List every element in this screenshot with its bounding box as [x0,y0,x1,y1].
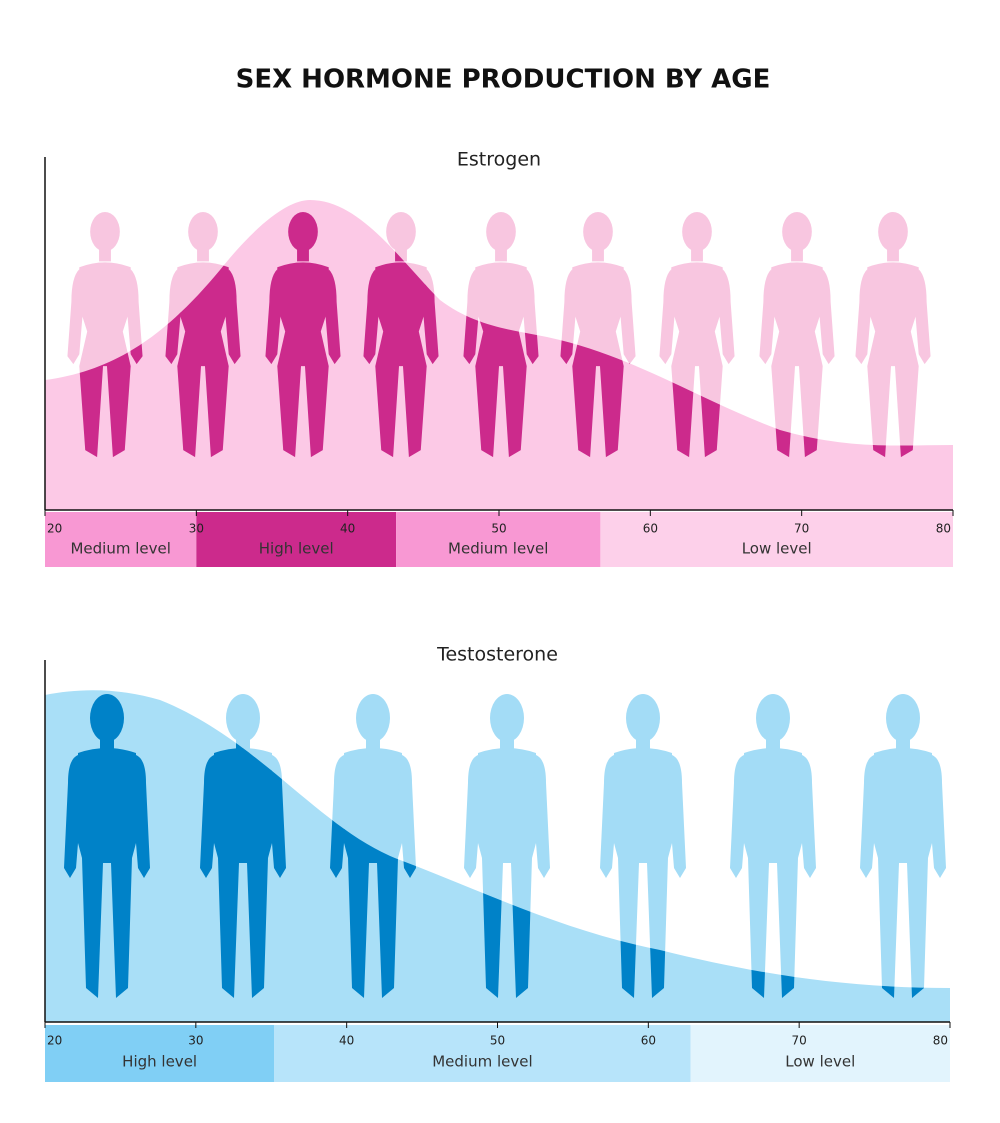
x-tick-label: 50 [491,522,506,536]
x-tick-label: 70 [794,522,809,536]
x-tick-label: 30 [189,522,204,536]
x-tick-label: 80 [936,522,951,536]
x-tick-label: 40 [339,1034,354,1048]
x-tick-label: 80 [933,1034,948,1048]
level-band [45,1025,275,1082]
x-tick-label: 20 [47,1034,62,1048]
x-tick-label: 30 [188,1034,203,1048]
x-tick-label: 50 [490,1034,505,1048]
chart-title: Testosterone [436,644,558,666]
level-band [45,512,197,567]
page-title: SEX HORMONE PRODUCTION BY AGE [236,65,771,95]
band-label: Medium level [70,540,170,558]
x-tick-label: 70 [792,1034,807,1048]
band-label: Low level [742,540,812,558]
band-label: Medium level [448,540,548,558]
x-tick-label: 20 [47,522,62,536]
x-tick-label: 40 [340,522,355,536]
level-band [600,512,953,567]
chart-title: Estrogen [457,149,541,171]
level-band [690,1025,950,1082]
level-band [196,512,397,567]
x-tick-label: 60 [643,522,658,536]
band-label: High level [259,540,334,558]
band-label: Low level [785,1053,855,1071]
band-label: Medium level [432,1053,532,1071]
x-tick-label: 60 [641,1034,656,1048]
level-band [396,512,601,567]
band-label: High level [122,1053,197,1071]
level-band [274,1025,691,1082]
